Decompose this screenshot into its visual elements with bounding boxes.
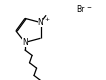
Text: N: N xyxy=(38,18,43,27)
Text: +: + xyxy=(44,17,49,22)
Text: Br: Br xyxy=(76,5,85,14)
Text: N: N xyxy=(22,38,28,47)
Text: −: − xyxy=(86,5,91,10)
